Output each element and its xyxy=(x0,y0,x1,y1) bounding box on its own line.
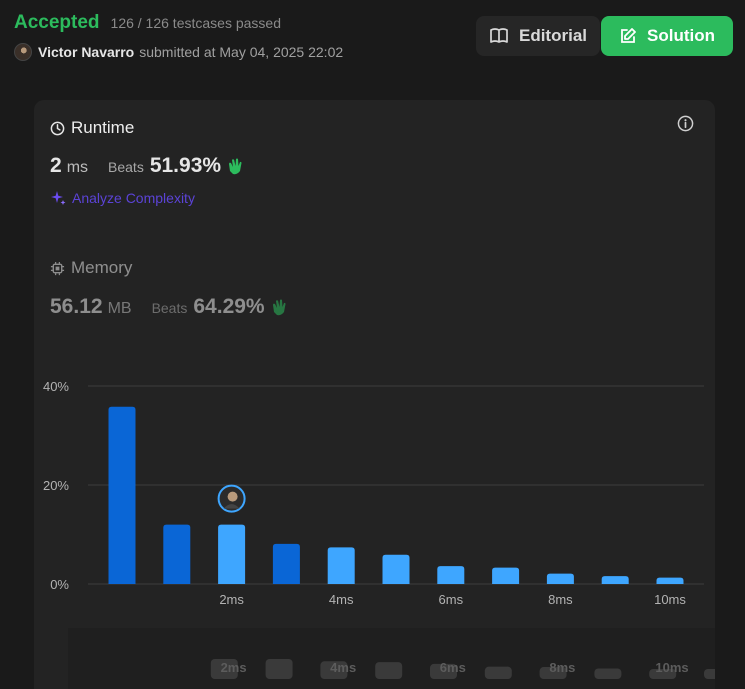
info-icon[interactable] xyxy=(677,115,694,132)
runtime-beats-value: 51.93% xyxy=(149,154,222,177)
chart-bar[interactable] xyxy=(437,566,465,584)
y-tick-label: 40% xyxy=(43,379,69,394)
result-panel: Runtime 2 ms Beats 51.93% Analyze Comple… xyxy=(34,100,715,689)
y-tick-label: 20% xyxy=(43,478,69,493)
testcases-count: 126 / 126 testcases passed xyxy=(110,15,281,31)
edit-icon xyxy=(619,27,637,45)
x-tick-label: 2ms xyxy=(219,592,244,607)
chart-bar[interactable] xyxy=(163,524,191,584)
mini-chart-bar xyxy=(430,663,457,679)
solution-button[interactable]: Solution xyxy=(601,16,733,56)
runtime-unit: ms xyxy=(66,159,89,176)
sparkle-icon xyxy=(50,190,66,206)
runtime-heading[interactable]: Runtime xyxy=(50,118,134,138)
memory-unit: MB xyxy=(107,300,132,317)
x-tick-label: 6ms xyxy=(439,592,464,607)
solution-label: Solution xyxy=(647,26,715,45)
runtime-title: Runtime xyxy=(71,118,135,137)
memory-beats-label: Beats xyxy=(151,300,188,316)
chart-bar[interactable] xyxy=(546,573,574,584)
memory-metric: 56.12 MB Beats 64.29% xyxy=(50,295,288,319)
x-tick-label: 10ms xyxy=(654,592,686,607)
mini-chart-bar xyxy=(265,659,293,679)
clapping-hands-icon xyxy=(270,298,288,316)
y-tick-label: 0% xyxy=(50,577,69,592)
analyze-complexity-label: Analyze Complexity xyxy=(72,190,195,206)
analyze-complexity-link[interactable]: Analyze Complexity xyxy=(50,190,195,206)
runtime-distribution-chart[interactable]: 0% 20% 40% 2ms 4ms 6ms 8ms 10ms 2ms 4ms 6ms 8ms 10… xyxy=(34,100,715,689)
chart-bar[interactable] xyxy=(218,524,246,584)
status-accepted: Accepted xyxy=(14,12,100,33)
chart-bar[interactable] xyxy=(108,406,136,584)
memory-value: 56.12 xyxy=(50,295,103,318)
mini-chart-bar xyxy=(704,669,715,679)
user-marker-body xyxy=(223,504,240,509)
x-tick-label: 8ms xyxy=(548,592,573,607)
submitter-row: Victor Navarro submitted at May 04, 2025… xyxy=(14,43,343,61)
mini-x-tick-label: 10ms xyxy=(655,660,688,675)
mini-chart-bar xyxy=(484,666,512,679)
x-tick-label: 4ms xyxy=(329,592,354,607)
runtime-value: 2 xyxy=(50,154,62,177)
chart-bar[interactable] xyxy=(327,547,355,584)
avatar[interactable] xyxy=(14,43,32,61)
clapping-hands-icon xyxy=(226,157,244,175)
chart-bar[interactable] xyxy=(382,554,410,584)
chart-bar[interactable] xyxy=(272,543,300,584)
user-marker-face xyxy=(227,491,238,502)
mini-x-tick-label: 6ms xyxy=(440,660,466,675)
runtime-metric: 2 ms Beats 51.93% xyxy=(50,154,244,178)
mini-chart-bar xyxy=(375,662,403,679)
status-row: Accepted 126 / 126 testcases passed xyxy=(14,12,281,34)
chart-bar[interactable] xyxy=(601,576,629,584)
mini-x-tick-label: 4ms xyxy=(330,660,356,675)
memory-heading: Memory xyxy=(50,258,132,278)
mini-chart-bar xyxy=(320,661,348,679)
chip-icon xyxy=(50,261,65,276)
mini-x-tick-label: 8ms xyxy=(549,660,575,675)
book-icon xyxy=(489,27,509,45)
runtime-beats-label: Beats xyxy=(108,159,144,175)
mini-x-tick-label: 2ms xyxy=(221,660,247,675)
mini-chart-bar xyxy=(649,669,677,679)
mini-chart-bar xyxy=(539,667,567,679)
memory-beats-value: 64.29% xyxy=(193,295,265,318)
clock-icon xyxy=(50,121,65,136)
editorial-label: Editorial xyxy=(518,26,587,45)
memory-title: Memory xyxy=(71,258,133,277)
submission-header: Accepted 126 / 126 testcases passed Vict… xyxy=(14,12,733,68)
submitted-time: submitted at May 04, 2025 22:02 xyxy=(139,44,344,60)
mini-chart-bar xyxy=(594,668,622,679)
chart-bar[interactable] xyxy=(492,567,520,584)
username-link[interactable]: Victor Navarro xyxy=(38,44,135,60)
chart-bar[interactable] xyxy=(656,577,684,584)
mini-chart-background xyxy=(68,628,715,689)
mini-chart-bar xyxy=(210,659,238,679)
editorial-button[interactable]: Editorial xyxy=(476,16,600,56)
